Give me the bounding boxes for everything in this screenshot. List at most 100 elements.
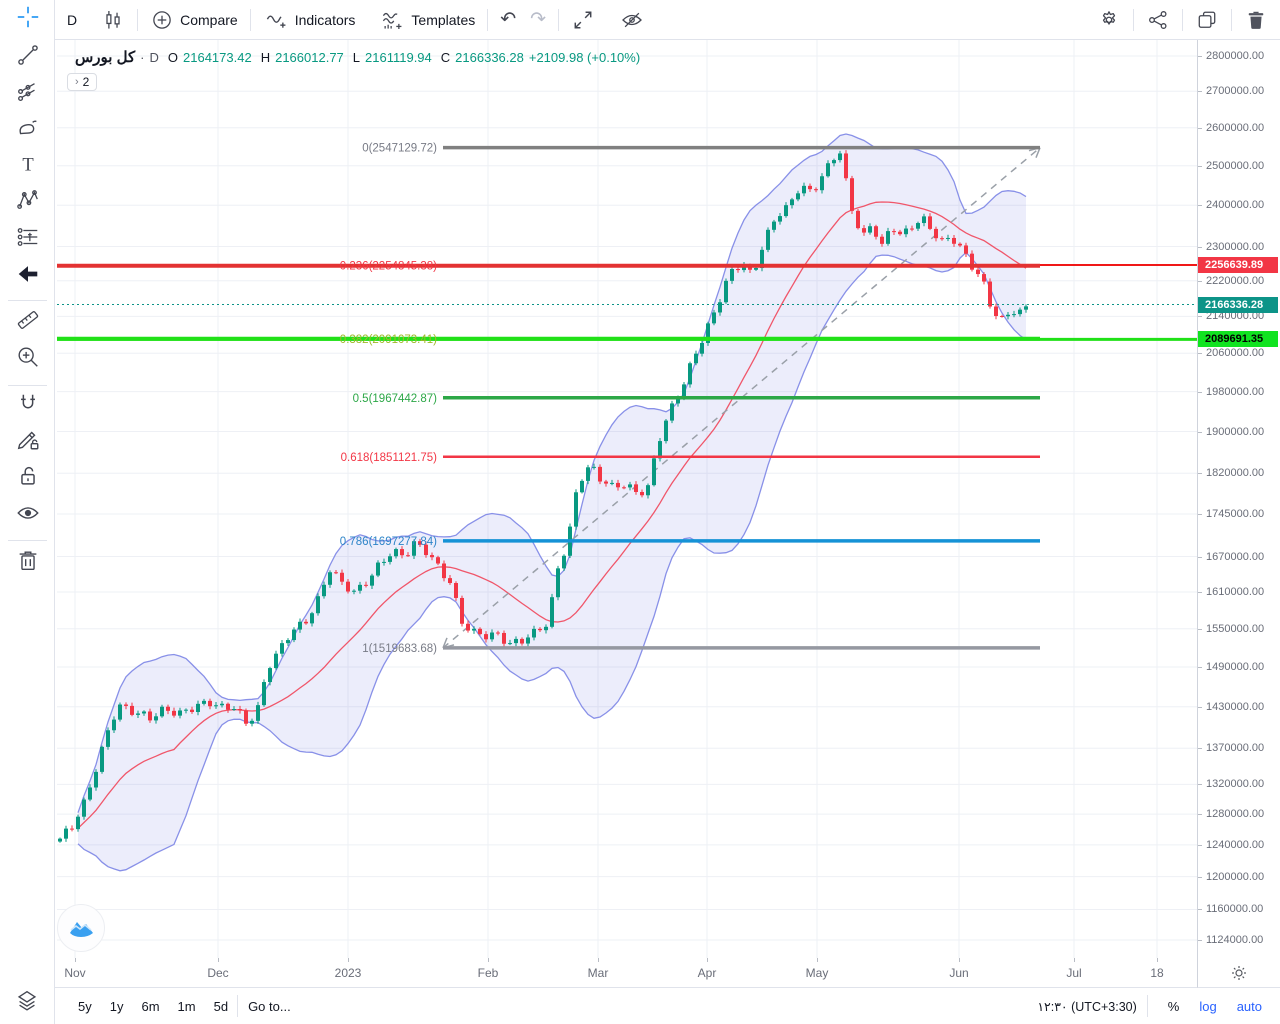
candlestick[interactable] xyxy=(418,541,422,545)
chart-pane[interactable]: 0(2547129.72) 0.236(2254845.38) 0.382(2091… xyxy=(55,40,1197,958)
candlestick[interactable] xyxy=(622,487,626,489)
range-5d-button[interactable]: 5d xyxy=(213,998,229,1014)
symbol-name[interactable]: کل بورس xyxy=(75,49,136,66)
candlestick[interactable] xyxy=(238,709,242,711)
candlestick[interactable] xyxy=(358,584,362,591)
candlestick[interactable] xyxy=(304,621,308,624)
candlestick[interactable] xyxy=(502,632,506,644)
log-scale-button[interactable]: log xyxy=(1199,998,1217,1014)
candlestick[interactable] xyxy=(70,828,74,830)
candlestick[interactable] xyxy=(808,185,812,190)
candlestick[interactable] xyxy=(988,281,992,307)
goto-date-button[interactable]: Go to... xyxy=(248,998,291,1014)
candlestick[interactable] xyxy=(1018,309,1022,315)
compare-button[interactable]: Compare xyxy=(138,1,250,39)
candlestick[interactable] xyxy=(886,231,890,244)
candlestick[interactable] xyxy=(376,562,380,576)
candlestick[interactable] xyxy=(316,596,320,614)
candlestick[interactable] xyxy=(1012,314,1016,316)
range-1y-button[interactable]: 1y xyxy=(109,998,124,1014)
candlestick[interactable] xyxy=(586,467,590,481)
candlestick[interactable] xyxy=(136,713,140,715)
candlestick[interactable] xyxy=(466,623,470,631)
candlestick[interactable] xyxy=(274,653,278,669)
candlestick[interactable] xyxy=(970,253,974,270)
candlestick[interactable] xyxy=(490,632,494,640)
candlestick[interactable] xyxy=(646,485,650,496)
candlestick[interactable] xyxy=(370,575,374,586)
fib-retracement-tool[interactable] xyxy=(9,77,46,111)
range-6m-button[interactable]: 6m xyxy=(141,998,160,1014)
candlestick[interactable] xyxy=(106,730,110,747)
templates-button[interactable]: Templates xyxy=(367,1,487,39)
percent-scale-button[interactable]: % xyxy=(1167,998,1180,1014)
candlestick[interactable] xyxy=(364,584,368,586)
text-tool[interactable]: T xyxy=(9,149,46,183)
candlestick[interactable] xyxy=(472,628,476,631)
candlestick[interactable] xyxy=(592,466,596,468)
candlestick[interactable] xyxy=(934,228,938,239)
candlestick[interactable] xyxy=(454,583,458,598)
candlestick[interactable] xyxy=(166,706,170,711)
price-axis[interactable]: 2800000.00 2700000.00 2600000.00 2500000.00… xyxy=(1197,40,1280,958)
candlestick[interactable] xyxy=(484,634,488,640)
candlestick[interactable] xyxy=(262,682,266,706)
candlestick[interactable] xyxy=(874,226,878,237)
candlestick[interactable] xyxy=(406,555,410,557)
candlestick[interactable] xyxy=(388,556,392,562)
candlestick[interactable] xyxy=(652,458,656,486)
candlestick[interactable] xyxy=(514,638,518,644)
undo-button[interactable]: ↶ xyxy=(488,1,528,39)
candlestick[interactable] xyxy=(82,799,86,817)
candlestick[interactable] xyxy=(556,568,560,598)
candlestick[interactable] xyxy=(424,544,428,556)
candlestick[interactable] xyxy=(724,280,728,303)
candlestick[interactable] xyxy=(580,480,584,493)
candlestick[interactable] xyxy=(1000,316,1004,318)
candlestick[interactable] xyxy=(268,668,272,683)
indicators-button[interactable]: Indicators xyxy=(251,1,368,39)
magnet-tool[interactable] xyxy=(9,389,46,423)
candlestick[interactable] xyxy=(898,231,902,235)
projection-tool[interactable] xyxy=(9,222,46,256)
candlestick[interactable] xyxy=(694,353,698,364)
candlestick[interactable] xyxy=(670,403,674,421)
candlestick[interactable] xyxy=(550,597,554,627)
candlestick[interactable] xyxy=(664,420,668,442)
candlestick[interactable] xyxy=(196,703,200,712)
candlestick[interactable] xyxy=(334,572,338,574)
candlestick[interactable] xyxy=(244,710,248,724)
candlestick[interactable] xyxy=(994,306,998,317)
candlestick[interactable] xyxy=(226,703,230,710)
candlestick[interactable] xyxy=(280,643,284,654)
candlestick[interactable] xyxy=(688,363,692,385)
candlestick[interactable] xyxy=(352,590,356,592)
candlestick[interactable] xyxy=(616,482,620,488)
object-tree-button[interactable] xyxy=(10,984,44,1018)
candlestick[interactable] xyxy=(796,193,800,200)
candlestick[interactable] xyxy=(430,555,434,558)
range-5y-button[interactable]: 5y xyxy=(78,998,92,1014)
candlestick[interactable] xyxy=(124,704,128,706)
timezone-clock[interactable]: ۱۲:۳۰ (UTC+3:30) xyxy=(1037,999,1137,1014)
candlestick[interactable] xyxy=(802,185,806,194)
candlestick[interactable] xyxy=(868,226,872,233)
candlestick[interactable] xyxy=(958,243,962,246)
arrow-tool[interactable] xyxy=(9,259,46,293)
candlestick[interactable] xyxy=(232,709,236,711)
candlestick[interactable] xyxy=(220,703,224,706)
candlestick[interactable] xyxy=(1006,314,1010,317)
candlestick[interactable] xyxy=(160,706,164,717)
candlestick[interactable] xyxy=(178,710,182,716)
share-button[interactable] xyxy=(1134,1,1182,39)
candlestick[interactable] xyxy=(526,637,530,644)
candlestick[interactable] xyxy=(928,216,932,229)
candlestick[interactable] xyxy=(826,163,830,177)
candlestick[interactable] xyxy=(340,572,344,582)
candlestick[interactable] xyxy=(730,268,734,281)
candlestick[interactable] xyxy=(460,597,464,624)
candlestick[interactable] xyxy=(940,238,944,240)
candlestick[interactable] xyxy=(214,705,218,707)
candlestick[interactable] xyxy=(382,561,386,563)
candlestick[interactable] xyxy=(832,160,836,164)
